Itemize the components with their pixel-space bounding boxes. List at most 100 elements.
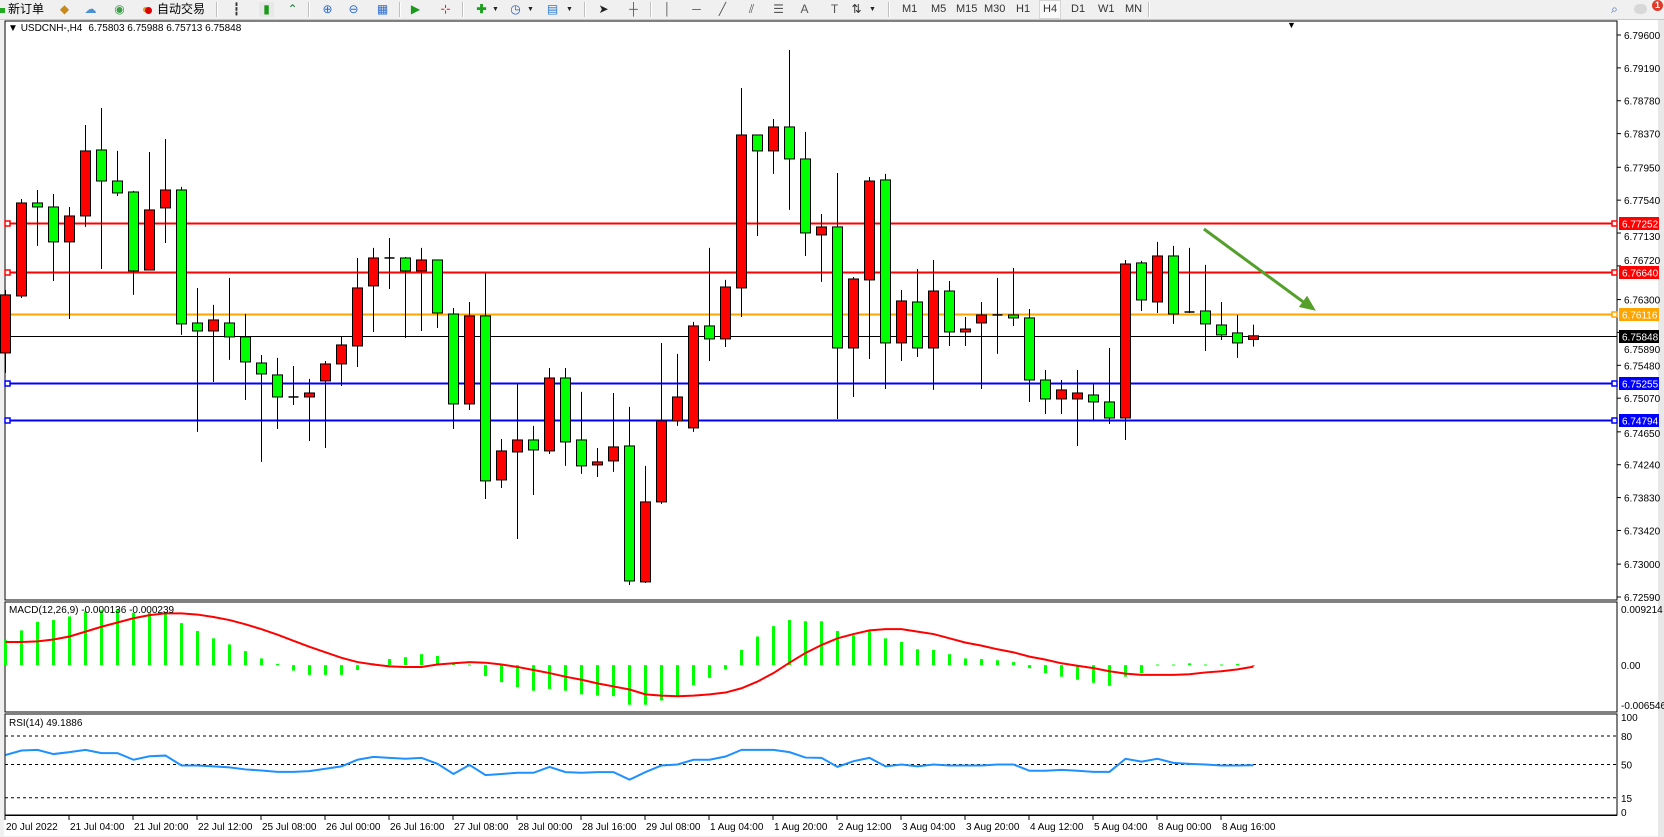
- candle-body: [848, 278, 859, 349]
- candle: [0, 289, 11, 373]
- zoom-out-icon[interactable]: ⊖: [348, 2, 359, 16]
- candle-body: [464, 315, 475, 405]
- rsi-line: [5, 748, 1254, 781]
- macd-title: MACD(12,26,9) -0.000136 -0.000239: [9, 605, 175, 616]
- macd-histogram-bar: [724, 665, 727, 670]
- time-tick-label: 27 Jul 08:00: [454, 822, 509, 833]
- candle-body: [544, 377, 555, 452]
- periods-clock-icon[interactable]: ◷: [510, 2, 521, 16]
- price-tick-label: 6.76720: [1624, 256, 1661, 267]
- timeframe-d1[interactable]: D1: [1071, 3, 1086, 15]
- templates-icon[interactable]: ▤: [546, 2, 559, 16]
- chart-shift-icon[interactable]: ⊹: [440, 2, 451, 16]
- chevron-down-icon[interactable]: ▼: [566, 6, 573, 13]
- candle-body: [592, 461, 603, 466]
- rsi-tick-label: 50: [1621, 761, 1633, 772]
- toolbar-separator: [216, 2, 218, 17]
- candle: [240, 313, 251, 400]
- new-order-button[interactable]: 新订单: [8, 2, 45, 16]
- macd-histogram-bar: [1012, 662, 1015, 666]
- candle: [592, 447, 603, 477]
- timeframe-m15[interactable]: M15: [956, 3, 978, 15]
- autotrading-icon[interactable]: ●: [138, 2, 153, 17]
- macd-histogram-bar: [612, 665, 615, 697]
- macd-histogram-bar: [484, 665, 487, 677]
- notifications-icon[interactable]: [1634, 4, 1647, 14]
- rsi-tick-label: 80: [1621, 732, 1633, 743]
- arrows-icon[interactable]: ⇅: [851, 2, 862, 16]
- candle-body: [160, 189, 171, 209]
- price-tick-label: 6.79600: [1624, 31, 1661, 42]
- timeframe-w1[interactable]: W1: [1098, 3, 1115, 15]
- candle-body: [496, 450, 507, 481]
- macd-histogram-bar: [276, 663, 279, 666]
- autotrading-button[interactable]: 自动交易: [157, 2, 206, 16]
- text-label-icon[interactable]: T: [830, 2, 839, 16]
- chevron-down-icon[interactable]: ▼: [492, 6, 499, 13]
- chevron-down-icon[interactable]: ▼: [869, 6, 876, 13]
- timeframe-h4[interactable]: H4: [1039, 0, 1062, 19]
- candle: [208, 304, 219, 382]
- text-icon[interactable]: A: [800, 2, 809, 16]
- candle: [1056, 379, 1067, 414]
- timeframe-m30[interactable]: M30: [984, 3, 1006, 15]
- price-tag: [1619, 330, 1659, 343]
- macd-histogram-bar: [740, 649, 743, 666]
- candle-body: [16, 202, 27, 297]
- rsi-tick-label: 15: [1621, 794, 1633, 805]
- new-order-icon[interactable]: [0, 8, 5, 13]
- indicators-icon[interactable]: ✚: [476, 2, 487, 16]
- time-tick-label: 2 Aug 12:00: [838, 822, 892, 833]
- macd-histogram-bar: [212, 638, 215, 666]
- candle: [32, 189, 43, 246]
- candlestick-chart-icon[interactable]: ▮: [259, 2, 274, 17]
- vertical-line-icon[interactable]: │: [663, 2, 672, 16]
- candle-body: [1104, 401, 1115, 419]
- candle-body: [1120, 263, 1131, 419]
- collapse-arrow-icon[interactable]: ▼: [8, 23, 21, 34]
- bar-chart-icon[interactable]: ┇: [232, 2, 241, 16]
- macd-histogram-bar: [676, 665, 679, 696]
- line-chart-icon[interactable]: ⌃: [287, 2, 298, 16]
- macd-histogram-bar: [36, 621, 39, 666]
- candle: [320, 360, 331, 448]
- chart-shift-marker-icon[interactable]: ▼: [1287, 20, 1296, 30]
- candle: [384, 237, 395, 289]
- search-icon[interactable]: ⌕: [1611, 2, 1618, 16]
- chevron-down-icon[interactable]: ▼: [527, 6, 534, 13]
- signals-icon[interactable]: ☁: [84, 2, 97, 16]
- macd-histogram-bar: [1188, 663, 1191, 666]
- market-watch-icon[interactable]: ◉: [114, 2, 125, 16]
- candle-body: [480, 315, 491, 482]
- zoom-in-icon[interactable]: ⊕: [322, 2, 333, 16]
- timeframe-m1[interactable]: M1: [902, 3, 918, 15]
- candle: [1008, 267, 1019, 326]
- macd-histogram-bar: [164, 613, 167, 666]
- fibonacci-icon[interactable]: ☰: [773, 2, 784, 16]
- metaeditor-icon[interactable]: ◆: [59, 2, 70, 16]
- candle-body: [1232, 332, 1243, 344]
- candle-body: [272, 374, 283, 398]
- candle: [64, 206, 75, 319]
- tile-windows-icon[interactable]: ▦: [376, 2, 389, 16]
- crosshair-icon[interactable]: ┼: [629, 2, 638, 16]
- candle-body: [1024, 317, 1035, 381]
- candle-body: [800, 158, 811, 234]
- trendline-icon[interactable]: ╱: [718, 2, 727, 16]
- candle: [1216, 301, 1227, 340]
- candle-body: [752, 134, 763, 152]
- cursor-icon[interactable]: ➤: [598, 2, 609, 16]
- macd-histogram-bar: [132, 612, 135, 666]
- timeframe-m5[interactable]: M5: [931, 3, 947, 15]
- timeframe-h1[interactable]: H1: [1016, 3, 1031, 15]
- candle-body: [528, 439, 539, 451]
- candle-body: [656, 420, 667, 503]
- macd-histogram-bar: [1028, 665, 1031, 669]
- scrollbar[interactable]: [1658, 20, 1664, 837]
- equidistant-channel-icon[interactable]: ⫽: [748, 2, 755, 16]
- horizontal-line-icon[interactable]: ─: [692, 2, 701, 16]
- auto-scroll-icon[interactable]: ▶: [410, 2, 421, 16]
- candle-body: [688, 325, 699, 429]
- timeframe-mn[interactable]: MN: [1125, 3, 1143, 15]
